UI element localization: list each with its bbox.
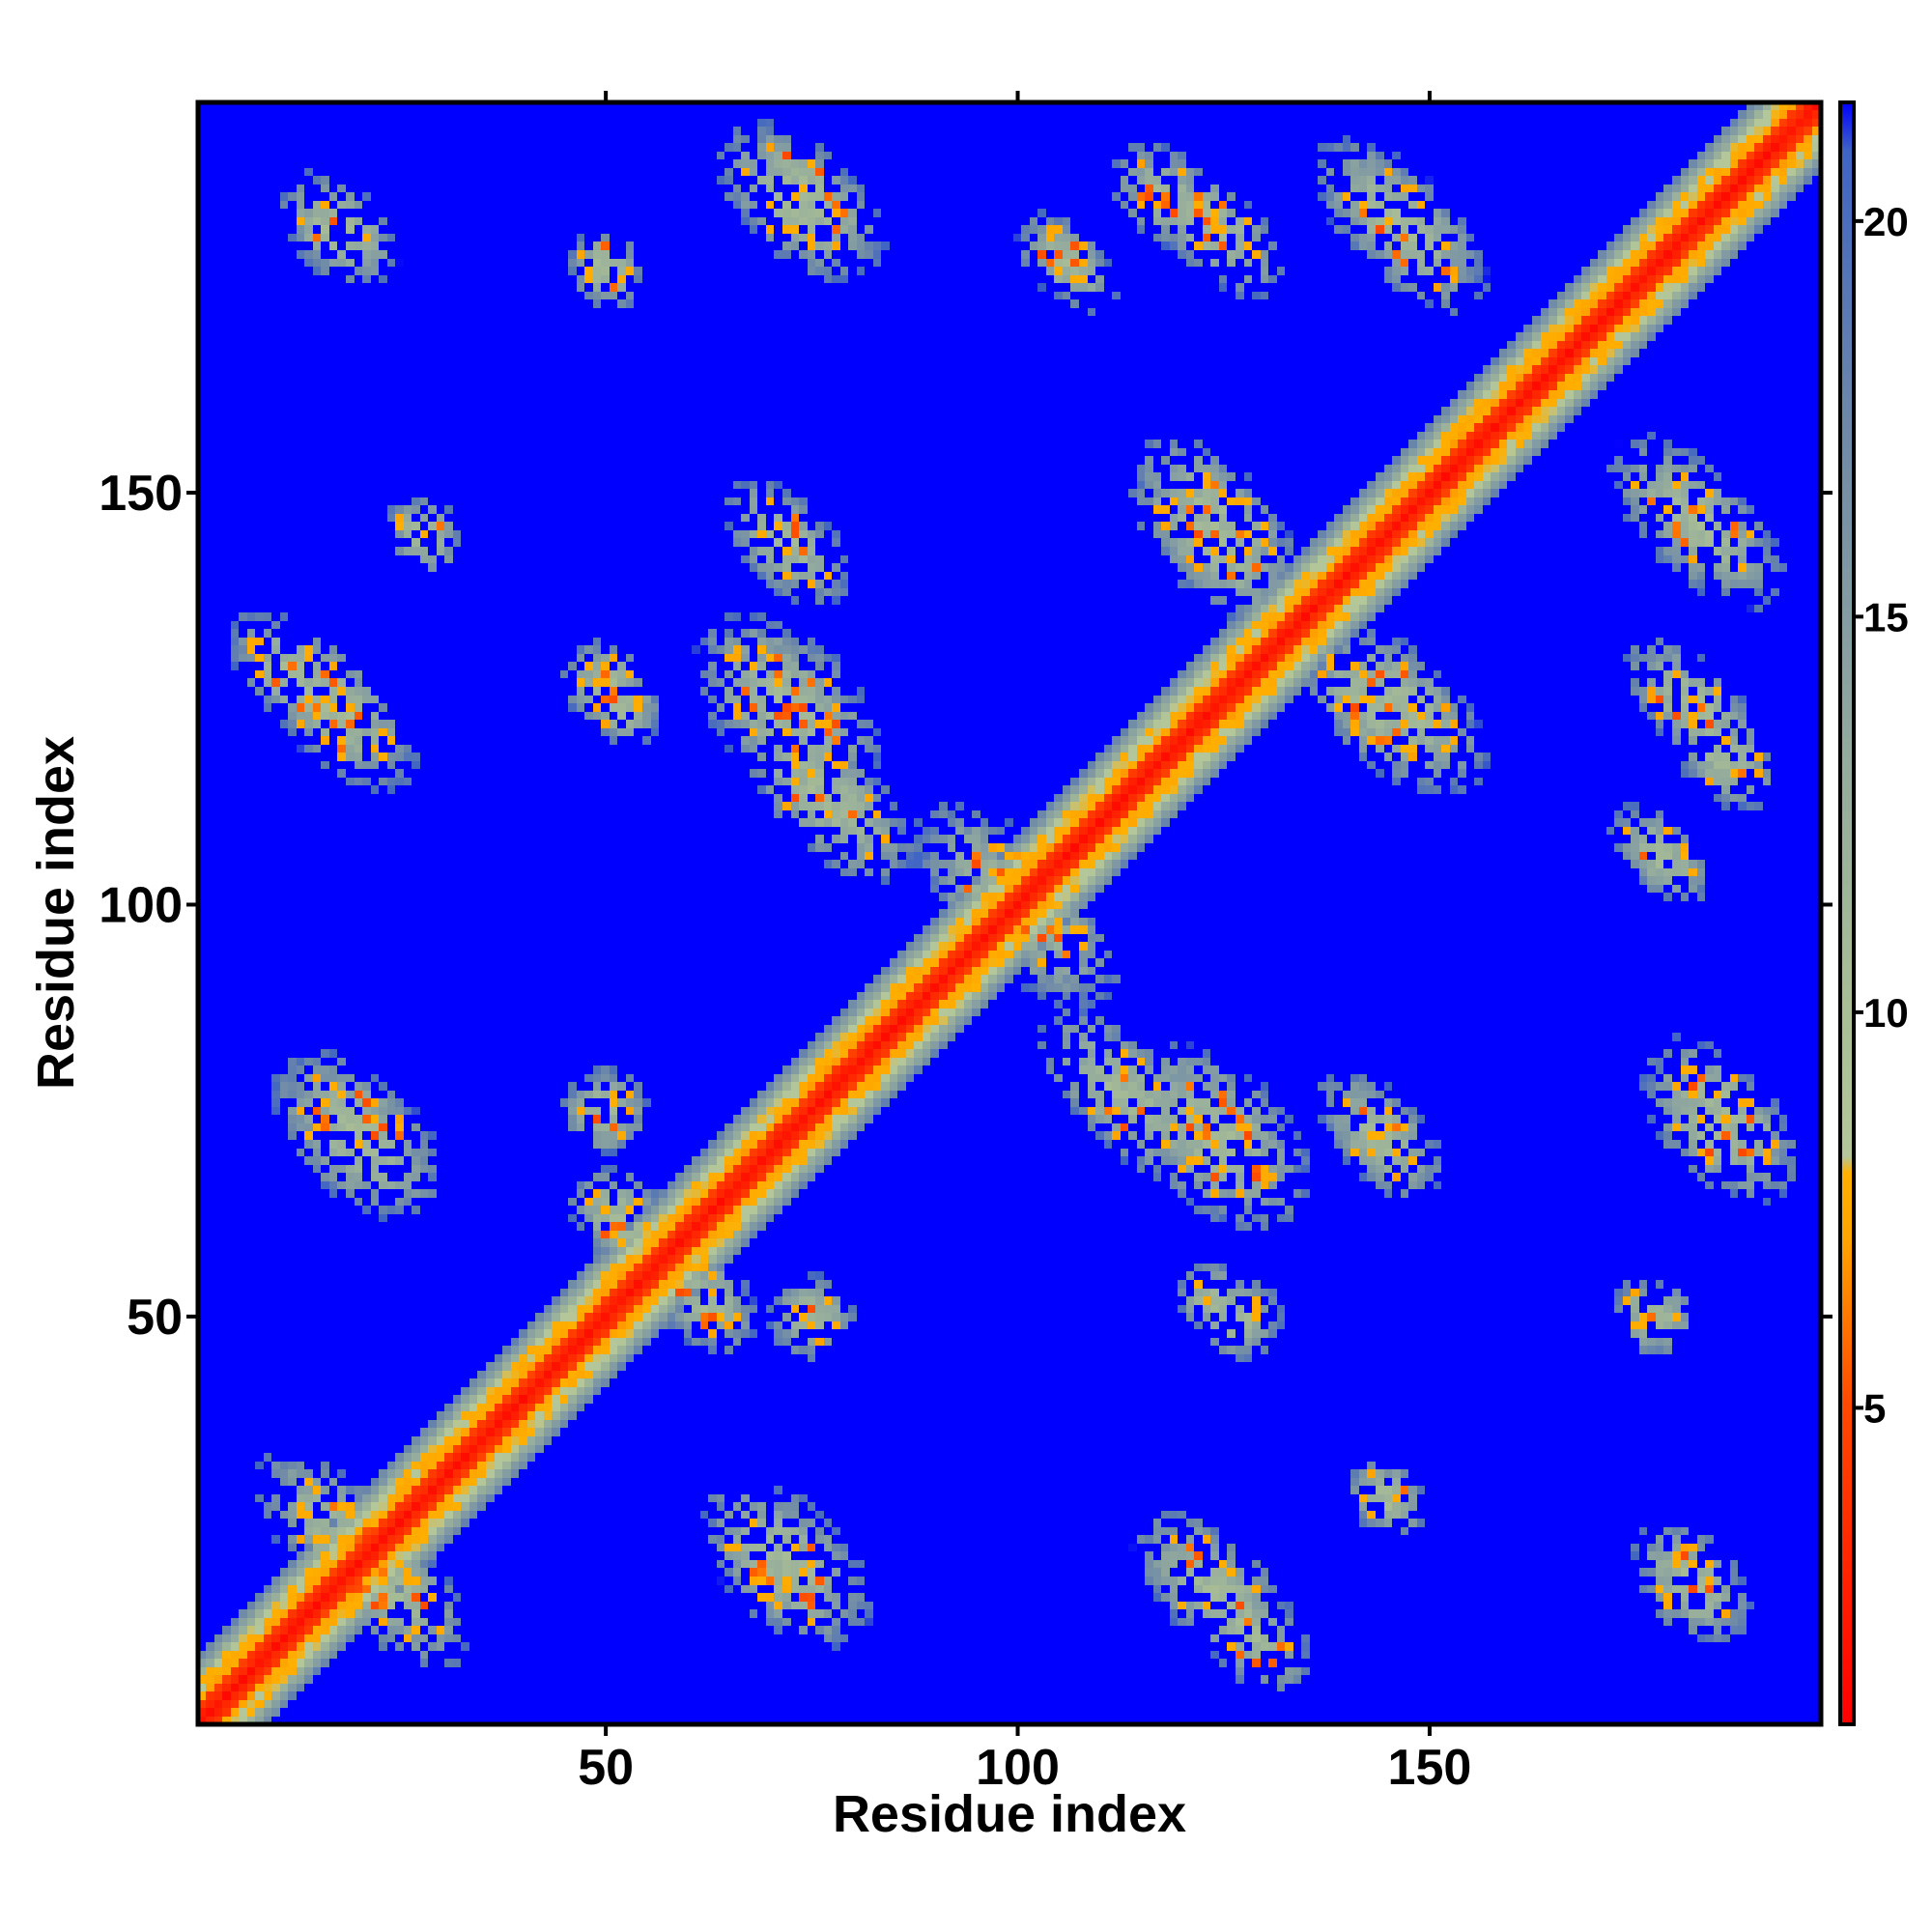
x-tick-label: 150 (1388, 1740, 1472, 1796)
heatmap-cells (198, 102, 1821, 1724)
plot-area (195, 99, 1824, 1727)
x-axis: 50 100 150 (578, 91, 1471, 1796)
plot-frame (195, 99, 1824, 1727)
colorbar-tick-label: 10 (1863, 990, 1909, 1036)
heatmap-image-holder (198, 102, 1821, 1724)
y-tick-label: 100 (99, 877, 183, 933)
x-tick-label: 100 (976, 1740, 1060, 1796)
colorbar: 5 10 15 20 (1838, 100, 1909, 1726)
colorbar-tick-label: 15 (1863, 594, 1909, 639)
colorbar-ticks: 5 10 15 20 (1854, 199, 1909, 1431)
colorbar-tick-label: 20 (1863, 199, 1909, 244)
y-axis-title: Residue index (27, 736, 85, 1090)
x-axis-title: Residue index (833, 1785, 1186, 1843)
colorbar-gradient (1838, 100, 1856, 1726)
y-tick-label: 50 (127, 1290, 183, 1346)
x-tick-label: 50 (578, 1740, 634, 1796)
y-axis: 50 100 150 (99, 466, 1833, 1346)
y-tick-label: 150 (99, 466, 183, 522)
colorbar-tick-label: 5 (1863, 1385, 1886, 1431)
